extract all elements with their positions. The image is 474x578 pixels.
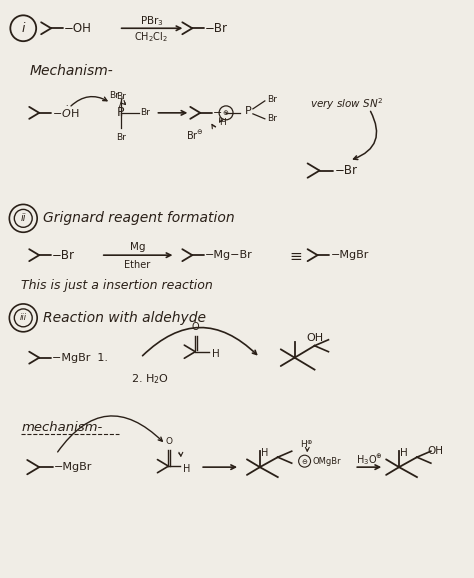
Text: OH: OH — [427, 446, 443, 456]
Text: −Mg−Br: −Mg−Br — [205, 250, 253, 260]
Text: H: H — [183, 464, 191, 474]
Text: PBr$_3$: PBr$_3$ — [140, 14, 164, 28]
Text: Br: Br — [141, 108, 150, 117]
Text: H: H — [219, 118, 226, 127]
Text: −Br: −Br — [205, 22, 228, 35]
Text: H$_3$O$^{\oplus}$: H$_3$O$^{\oplus}$ — [356, 452, 383, 466]
Text: P: P — [245, 106, 252, 116]
Text: Br: Br — [267, 114, 277, 123]
Text: OMgBr: OMgBr — [312, 457, 341, 466]
Text: $\ominus$: $\ominus$ — [301, 457, 308, 466]
Text: very slow SN$^2$: very slow SN$^2$ — [310, 96, 383, 112]
Text: −OH: −OH — [64, 22, 92, 35]
Text: −MgBr: −MgBr — [54, 462, 92, 472]
Text: −$\dot{O}$H: −$\dot{O}$H — [52, 105, 80, 120]
Text: OH: OH — [306, 333, 323, 343]
Text: −Br: −Br — [335, 164, 357, 177]
Text: Br: Br — [116, 133, 126, 142]
Text: Br: Br — [109, 91, 118, 101]
Text: O: O — [166, 437, 173, 446]
Text: iii: iii — [20, 313, 27, 323]
Text: Br: Br — [116, 92, 126, 101]
Text: H: H — [400, 448, 408, 458]
Text: Br: Br — [267, 95, 277, 105]
Text: −: − — [213, 108, 222, 118]
Text: Ether: Ether — [125, 260, 151, 270]
Text: Mechanism-: Mechanism- — [29, 64, 113, 78]
Text: /: / — [119, 98, 123, 108]
Text: mechanism-: mechanism- — [21, 421, 102, 434]
Text: $\equiv$: $\equiv$ — [287, 247, 303, 262]
Text: −Br: −Br — [52, 249, 75, 262]
Text: ii: ii — [20, 213, 26, 223]
Text: H: H — [261, 448, 269, 458]
Text: 2. H$_2$O: 2. H$_2$O — [131, 373, 169, 387]
Text: Mg: Mg — [130, 242, 146, 252]
Text: O: O — [191, 322, 199, 332]
Text: $\oplus$: $\oplus$ — [222, 108, 230, 117]
Text: CH$_2$Cl$_2$: CH$_2$Cl$_2$ — [135, 30, 169, 44]
Text: P: P — [117, 106, 125, 119]
Text: −MgBr  1.: −MgBr 1. — [52, 353, 108, 362]
Text: H: H — [212, 349, 220, 359]
Text: Grignard reagent formation: Grignard reagent formation — [43, 212, 235, 225]
Text: This is just a insertion reaction: This is just a insertion reaction — [21, 279, 213, 291]
Text: i: i — [21, 22, 25, 35]
Text: H$^{\oplus}$: H$^{\oplus}$ — [300, 438, 313, 450]
Text: −MgBr: −MgBr — [330, 250, 369, 260]
Text: Br$^{\ominus}$: Br$^{\ominus}$ — [186, 129, 204, 142]
Text: Reaction with aldehyde: Reaction with aldehyde — [43, 311, 206, 325]
